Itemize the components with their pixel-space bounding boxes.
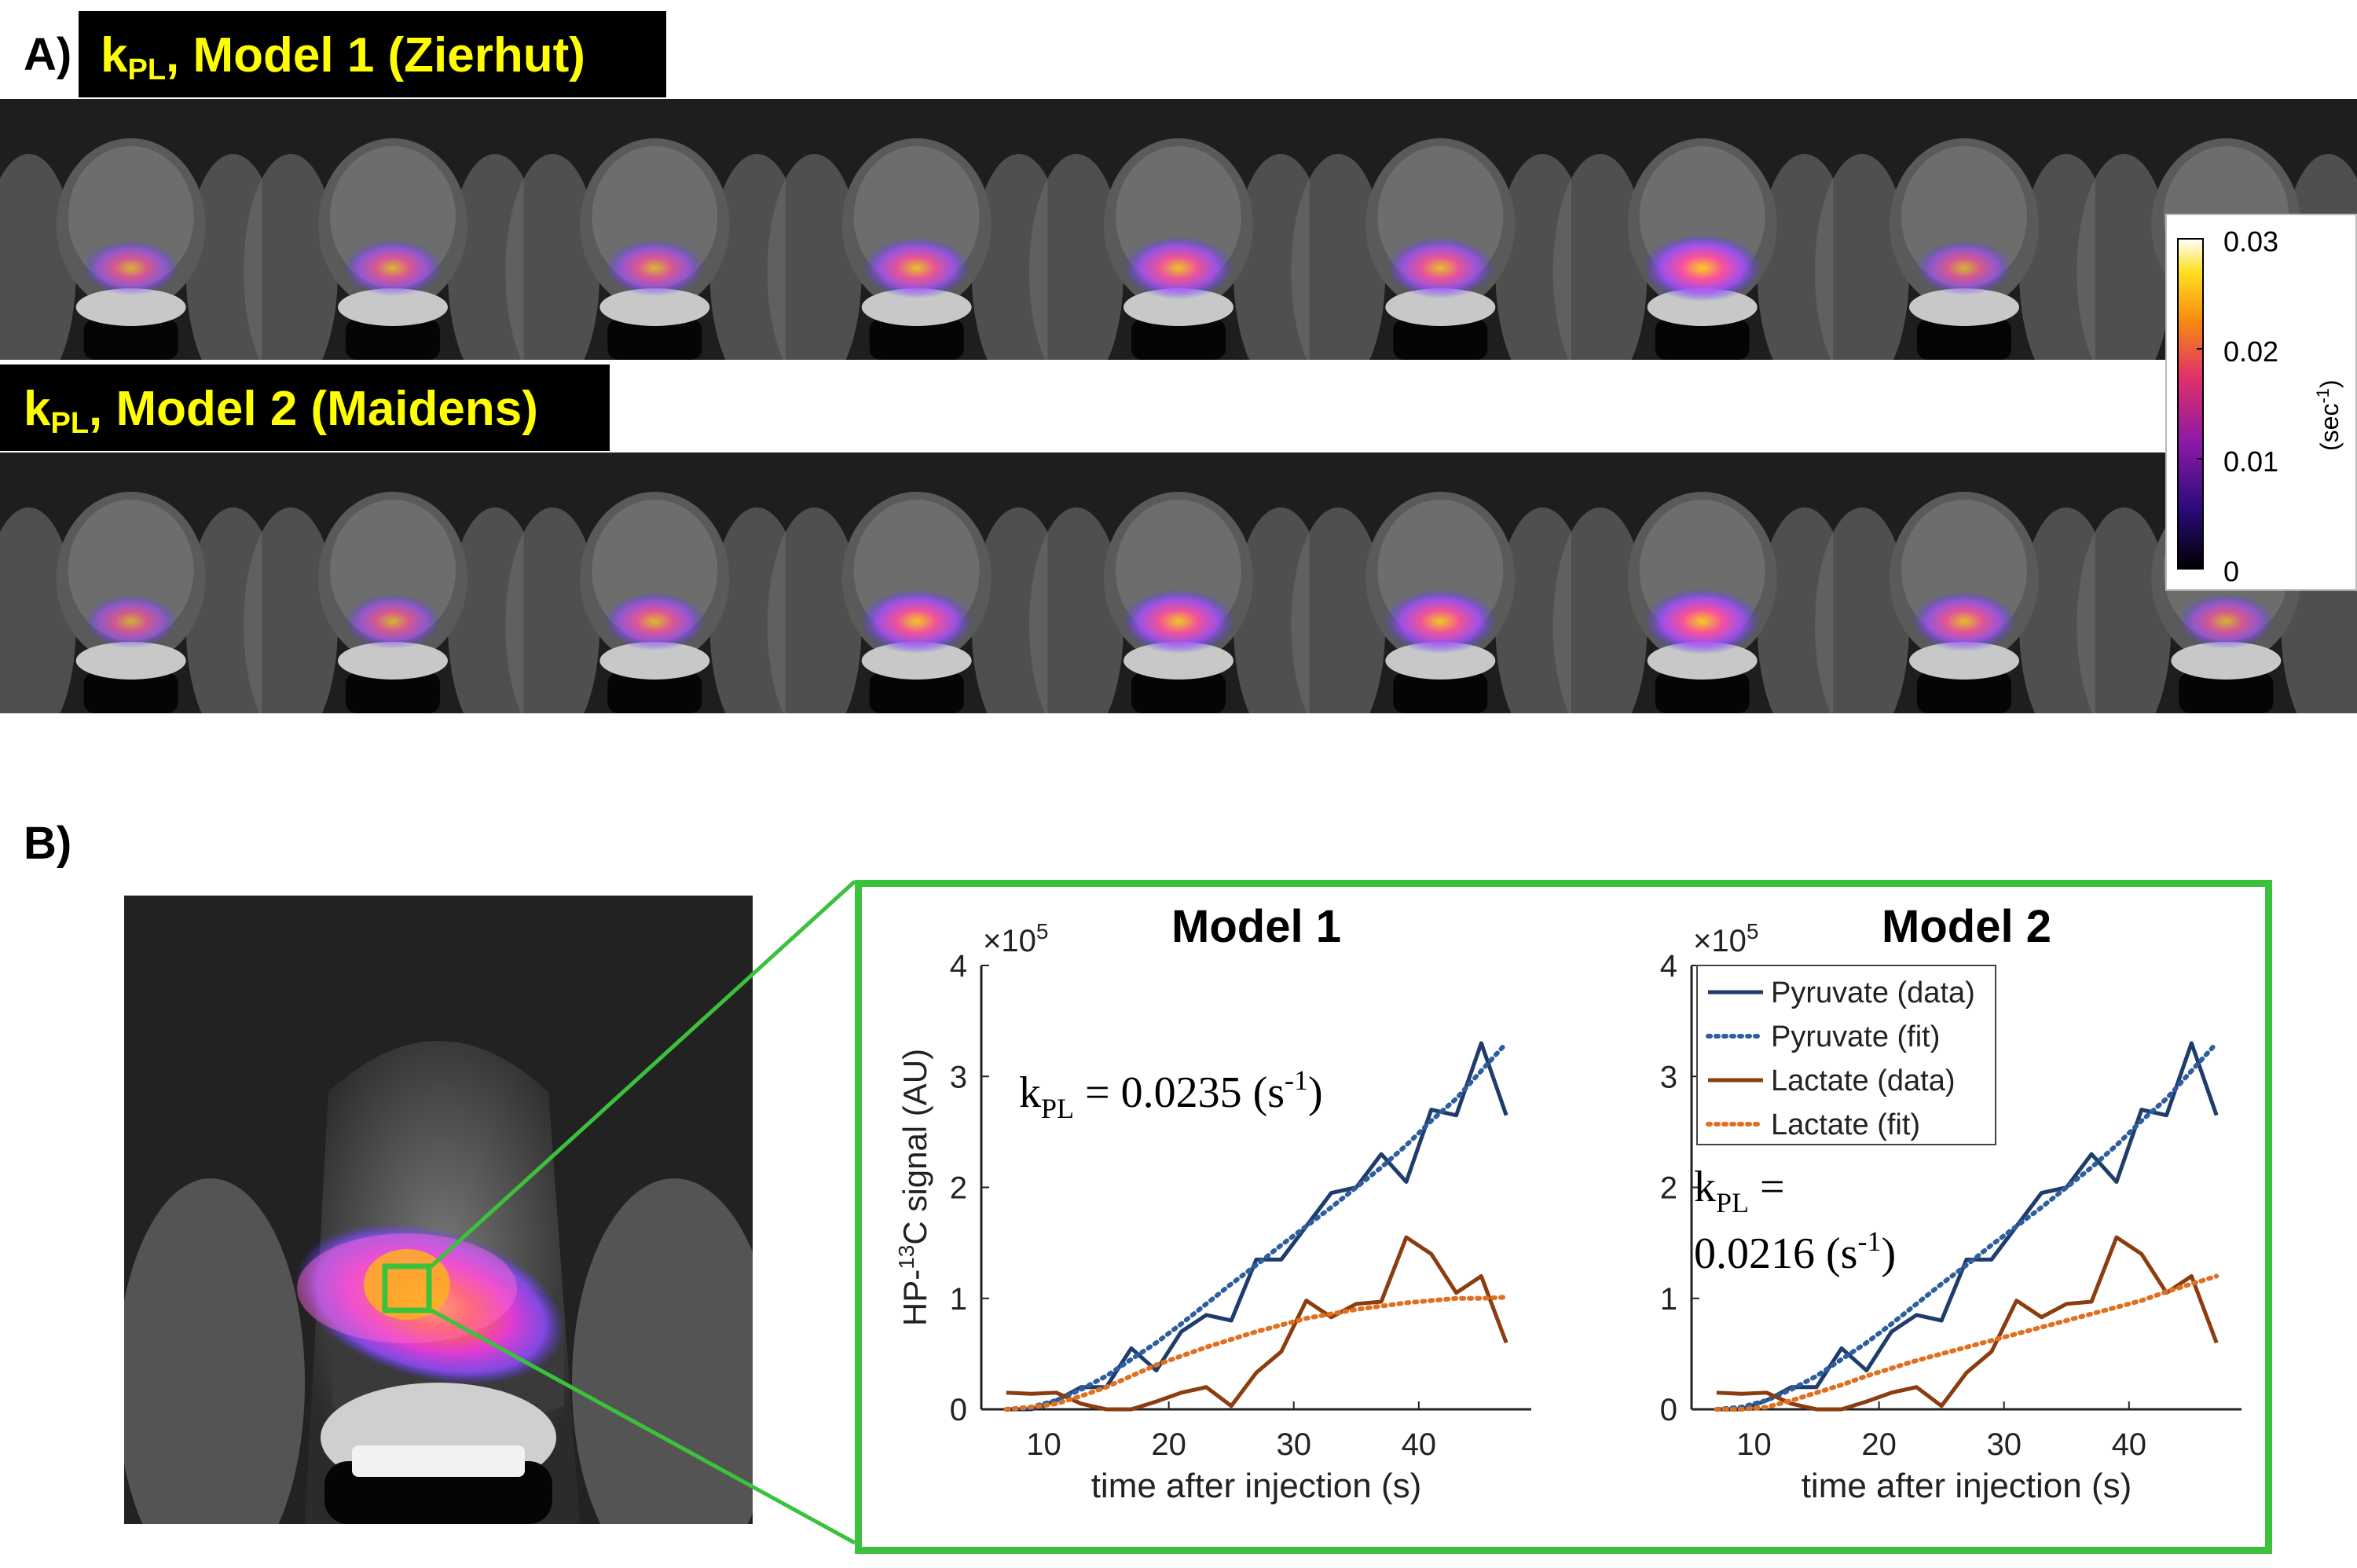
model2-kpl-overlay xyxy=(1122,589,1235,654)
model2-kpl-overlay xyxy=(1644,588,1761,654)
legend-label: Lactate (data) xyxy=(1771,1064,1955,1097)
x-axis-label: time after injection (s) xyxy=(1091,1467,1422,1505)
legend-label: Lactate (fit) xyxy=(1771,1108,1920,1141)
model2-kpl-overlay xyxy=(860,589,973,654)
model1-kpl-overlay xyxy=(1915,240,2013,295)
panel-a-letter: A) xyxy=(24,29,72,80)
colorbar-tick-max: 0.03 xyxy=(2223,225,2278,258)
model1-title-rest: , Model 1 (Zierhut) xyxy=(166,28,585,82)
y-tick-label: 1 xyxy=(950,1282,967,1317)
model2-slice xyxy=(1552,452,1852,713)
x-tick-label: 30 xyxy=(1276,1427,1311,1462)
model1-title-box: kPL, Model 1 (Zierhut) xyxy=(79,11,666,97)
model2-slice xyxy=(505,452,805,713)
y-tick-label: 2 xyxy=(950,1171,967,1206)
y-tick-label: 3 xyxy=(950,1060,967,1094)
legend-label: Pyruvate (data) xyxy=(1771,976,1975,1009)
colorbar-tick-mid-low: 0.01 xyxy=(2223,445,2278,478)
colorbar-unit-label: (sec-1) xyxy=(2313,379,2344,451)
series-lactate-fit xyxy=(1714,1273,2220,1412)
model2-title-k: k xyxy=(24,382,51,436)
series-lactate-data xyxy=(1006,1235,1508,1412)
colorbar-tick-mid-high: 0.02 xyxy=(2223,335,2278,368)
colorbar-box: 0.03 0.02 0.01 0 (sec-1) xyxy=(2165,214,2357,591)
y-tick-label: 1 xyxy=(1660,1282,1677,1317)
model2-title-sub: PL xyxy=(50,407,90,440)
roi-box xyxy=(382,1263,432,1313)
x-tick-label: 30 xyxy=(1986,1427,2022,1462)
x-tick-label: 20 xyxy=(1151,1427,1186,1462)
model1-kpl-overlay xyxy=(343,240,442,296)
chart-title: Model 2 xyxy=(1882,901,2051,952)
model1-kpl-overlay xyxy=(605,240,705,296)
model2-kpl-overlay xyxy=(2178,594,2275,649)
legend-box xyxy=(1696,965,1996,1145)
x-tick-label: 20 xyxy=(1861,1427,1897,1462)
legend-label: Pyruvate (fit) xyxy=(1771,1020,1940,1053)
model2-kpl-overlay xyxy=(1912,592,2017,651)
y-tick-label: 0 xyxy=(1660,1393,1677,1427)
model1-kpl-overlay xyxy=(1643,234,1761,302)
series-lactate-fit xyxy=(1003,1295,1509,1412)
x-tick-label: 10 xyxy=(1026,1427,1061,1462)
model2-kpl-overlay xyxy=(84,595,178,648)
kpl-model2-image-strip xyxy=(0,452,2357,713)
y-axis-label: HP-13C signal (AU) xyxy=(894,1049,933,1326)
kpl-annotation-line2: 0.0216 (s-1) xyxy=(1694,1225,1896,1278)
model2-title-rest: , Model 2 (Maidens) xyxy=(89,382,538,436)
model1-slice xyxy=(1291,99,1590,360)
panel-b-letter: B) xyxy=(24,818,72,869)
series-lactate-data xyxy=(1716,1235,2219,1412)
y-tick-label: 3 xyxy=(1660,1060,1677,1094)
model2-kpl-overlay xyxy=(344,594,442,649)
y-tick-label: 4 xyxy=(950,949,967,984)
colorbar-gradient xyxy=(2177,238,2204,570)
model1-slice xyxy=(505,99,805,360)
model1-slice xyxy=(0,99,280,360)
y-multiplier: ×105 xyxy=(1693,919,1758,958)
model2-kpl-overlay xyxy=(603,592,706,650)
x-tick-label: 40 xyxy=(1402,1427,1437,1462)
model1-slice xyxy=(1552,99,1852,360)
model1-kpl-overlay xyxy=(1387,237,1494,299)
y-multiplier: ×105 xyxy=(983,919,1048,958)
y-tick-label: 2 xyxy=(1660,1171,1677,1206)
model2-slice xyxy=(0,452,280,713)
model1-slice xyxy=(1029,99,1328,360)
x-axis-label: time after injection (s) xyxy=(1802,1467,2132,1505)
colorbar-svg: 0.03 0.02 0.01 0 (sec-1) xyxy=(2177,225,2344,588)
colorbar-tick-min: 0 xyxy=(2223,555,2239,588)
zoomed-mri-image xyxy=(124,896,753,1524)
kpl-annotation-line1: kPL = xyxy=(1694,1163,1785,1218)
model1-kpl-overlay xyxy=(863,237,970,299)
model1-title-sub: PL xyxy=(127,53,167,86)
series-pyruvate-fit xyxy=(1003,1040,1509,1412)
model1-chart: Model 1 0 1 2 3 4 10 20 30 40 ×105 time after injec… xyxy=(894,901,1531,1505)
model1-kpl-overlay xyxy=(1124,236,1233,299)
model1-title-k: k xyxy=(101,28,128,82)
model2-slice xyxy=(1291,452,1590,713)
x-tick-label: 10 xyxy=(1736,1427,1772,1462)
model2-chart: Model 2 0 1 2 3 4 10 20 30 40 ×105 time after injec… xyxy=(1660,901,2242,1505)
model2-slice xyxy=(1029,452,1328,713)
model2-title-box: kPL, Model 2 (Maidens) xyxy=(0,365,610,451)
model2-kpl-overlay xyxy=(1384,589,1497,654)
charts-frame xyxy=(855,880,2272,1554)
y-tick-label: 4 xyxy=(1660,949,1677,984)
model1-kpl-overlay xyxy=(82,240,179,295)
chart-title: Model 1 xyxy=(1171,901,1341,952)
kpl-annotation: kPL = 0.0235 (s-1) xyxy=(1019,1064,1323,1124)
zoomed-mri-svg xyxy=(124,896,753,1524)
x-tick-label: 40 xyxy=(2112,1427,2147,1462)
model2-slice xyxy=(1815,452,2113,713)
series-pyruvate-fit xyxy=(1714,1040,2220,1412)
model2-slices-svg xyxy=(0,452,2357,713)
y-tick-label: 0 xyxy=(950,1393,967,1427)
